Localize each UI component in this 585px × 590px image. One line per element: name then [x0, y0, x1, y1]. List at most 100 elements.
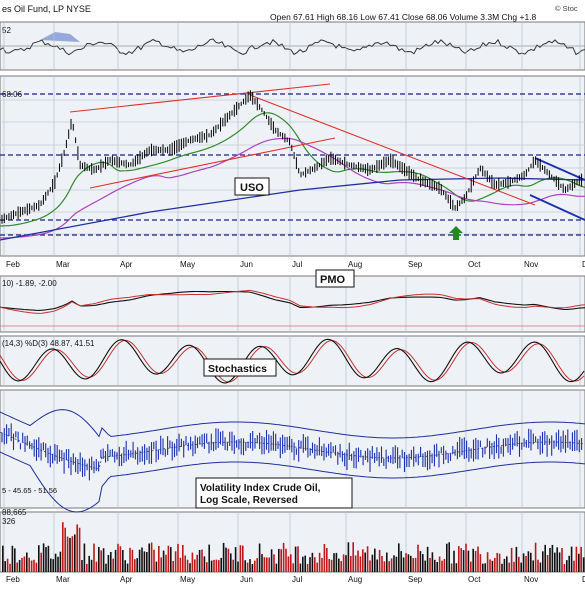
volume-bar: [33, 559, 35, 572]
volume-bar: [438, 556, 441, 572]
month-label: Jul: [292, 575, 302, 584]
volume-bar: [446, 543, 448, 572]
volume-bar: [2, 545, 4, 572]
month-label: Nov: [524, 260, 538, 269]
volume-bar: [268, 557, 270, 572]
volume-bar: [376, 559, 378, 572]
volume-bar: [105, 563, 107, 572]
volume-bar: [59, 551, 62, 572]
volume-bar: [518, 556, 520, 572]
volume-bar: [501, 563, 503, 572]
price-bars: [1, 90, 583, 224]
volume-bar: [306, 563, 309, 572]
volume-bar: [57, 556, 59, 572]
trendline-red: [69, 83, 331, 113]
volume-bar: [170, 547, 172, 572]
volume-bar: [393, 555, 395, 572]
volume-bar: [254, 560, 256, 572]
volume-bar: [189, 563, 191, 572]
volume-bar: [225, 547, 227, 572]
volume-bar: [160, 557, 162, 572]
volume-bar: [239, 545, 242, 572]
volume-bar: [143, 551, 146, 572]
volume-bar: [117, 543, 119, 572]
pmo-params: 10) -1.89, -2.00: [2, 279, 57, 288]
volume-bar: [69, 537, 71, 572]
volume-bar: [333, 553, 335, 572]
volume-bar: [383, 561, 386, 572]
volume-bar: [450, 563, 453, 572]
volume-bar: [412, 558, 414, 572]
volume-bar: [122, 550, 124, 572]
volume-bar: [110, 552, 112, 572]
volume-bar: [318, 552, 321, 572]
volume-bar: [561, 548, 563, 572]
volume-bar: [350, 556, 352, 572]
volume-bar: [242, 545, 244, 572]
volume-bar: [4, 561, 6, 572]
volume-bar: [172, 561, 174, 572]
volume-bar: [206, 562, 208, 572]
volume-bar: [390, 558, 393, 572]
volume-bar: [42, 543, 45, 572]
stoch-d-line: [0, 339, 585, 383]
top-indicator-value: 52: [2, 26, 11, 35]
volume-bar: [150, 542, 153, 572]
volume-bar: [50, 558, 52, 572]
stoch-lines: [0, 338, 585, 384]
volume-bar: [551, 544, 554, 572]
volume-bar: [532, 560, 534, 572]
volume-bar: [230, 553, 232, 572]
month-label: Sep: [408, 260, 423, 269]
volume-bar: [302, 556, 304, 572]
volume-bar: [489, 559, 491, 572]
stoch-panel: [0, 335, 585, 387]
volume-bar: [119, 546, 122, 572]
volume-bar: [146, 552, 148, 572]
volume-bar: [148, 543, 150, 572]
volume-bar: [9, 563, 11, 572]
uso-label-box: [234, 177, 270, 196]
ma-mid-line: [0, 137, 585, 239]
volume-bar: [261, 554, 263, 572]
volume-bar: [534, 542, 537, 572]
volume-bar: [16, 562, 18, 572]
volume-bar: [309, 557, 311, 572]
volume-bar: [508, 562, 510, 572]
volume-bar: [203, 556, 206, 572]
volume-bar: [167, 545, 170, 572]
volume-bar: [556, 547, 558, 572]
trendline-red: [89, 137, 336, 189]
volume-bar: [28, 557, 30, 572]
volume-bar: [278, 548, 280, 572]
volume-bar: [472, 548, 474, 572]
volume-bar: [395, 556, 398, 572]
volume-bar: [227, 548, 230, 572]
volume-bar: [266, 557, 268, 572]
volume-bar: [414, 557, 417, 572]
volume-bar: [23, 556, 26, 572]
volume-bars: [2, 522, 585, 572]
green-arrow-icon: [449, 226, 463, 240]
volume-bar: [398, 543, 400, 572]
volume-bar: [107, 555, 110, 572]
volume-bar: [491, 560, 494, 572]
volume-bar: [237, 561, 239, 572]
top-indicator-fill: [40, 32, 80, 42]
volume-bar: [275, 563, 278, 572]
volume-bar: [215, 559, 218, 572]
volume-bar: [14, 548, 16, 572]
vix-upper-band: [0, 409, 585, 439]
pmo-label: PMO: [320, 274, 346, 286]
volume-bar: [100, 550, 102, 572]
volume-bar: [546, 555, 549, 572]
volume-bar: [131, 549, 134, 572]
month-label: Mar: [56, 575, 70, 584]
volume-bar: [405, 553, 407, 572]
volume-bar: [465, 543, 467, 572]
volume-bar: [52, 559, 54, 572]
volume-bar: [256, 558, 258, 572]
price-line-label: 68.06: [2, 90, 23, 99]
volume-bar: [520, 562, 522, 572]
volume-bar: [467, 550, 470, 572]
